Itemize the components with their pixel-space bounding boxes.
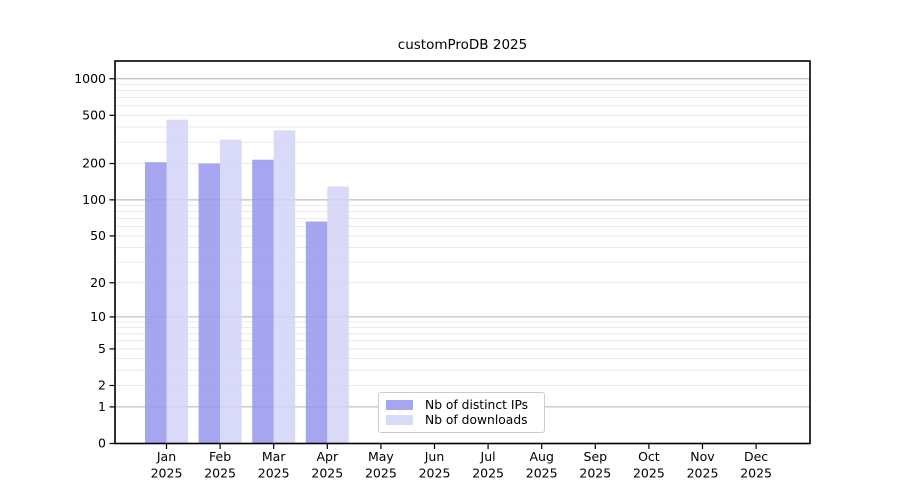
x-tick-label-jul: Jul 2025 — [472, 449, 504, 481]
y-tick-label-200: 200 — [82, 156, 106, 171]
plot-frame — [114, 60, 811, 445]
legend-row-distinct-ips: Nb of distinct IPs — [386, 398, 536, 412]
x-tick-label-feb: Feb 2025 — [204, 449, 236, 481]
y-axis: 0 1 2 5 10 20 50 100 200 500 1000 — [74, 71, 115, 451]
x-tick-label-dec: Dec 2025 — [740, 449, 772, 481]
x-tick-label-jun: Jun 2025 — [419, 449, 451, 481]
x-tick-label-mar: Mar 2025 — [258, 449, 290, 481]
bar-ips-feb — [198, 163, 221, 444]
bar-ips-jan — [145, 162, 167, 444]
y-tick-label-0: 0 — [98, 436, 106, 451]
bar-downloads-apr — [327, 186, 349, 444]
bar-downloads-mar — [273, 130, 296, 444]
y-tick-label-20: 20 — [90, 275, 106, 290]
bar-ips-mar — [252, 159, 274, 444]
x-tick-label-sep: Sep 2025 — [579, 449, 611, 481]
x-tick-label-may: May 2025 — [365, 449, 397, 481]
legend-row-downloads: Nb of downloads — [386, 413, 536, 427]
x-tick-label-apr: Apr 2025 — [311, 449, 343, 481]
legend-label-downloads: Nb of downloads — [425, 413, 528, 427]
y-tick-label-5: 5 — [98, 341, 106, 356]
x-tick-label-jan: Jan 2025 — [151, 449, 183, 481]
y-tick-label-500: 500 — [82, 107, 106, 122]
bars — [145, 119, 349, 444]
y-tick-label-50: 50 — [90, 228, 106, 243]
y-tick-label-2: 2 — [98, 378, 106, 393]
y-tick-label-10: 10 — [90, 309, 106, 324]
y-tick-label-1000: 1000 — [74, 71, 106, 86]
bar-ips-apr — [305, 221, 328, 444]
y-tick-label-1: 1 — [98, 399, 106, 414]
legend-swatch-downloads — [386, 415, 413, 425]
y-tick-label-100: 100 — [82, 192, 106, 207]
x-axis: Jan 2025 Feb 2025 Mar 2025 Apr 2025 May 2025 Jun 20… — [151, 443, 772, 481]
legend-swatch-distinct-ips — [386, 400, 413, 410]
chart-title: customProDB 2025 — [397, 37, 528, 53]
x-tick-label-nov: Nov 2025 — [687, 449, 719, 481]
x-tick-label-oct: Oct 2025 — [633, 449, 665, 481]
x-tick-label-aug: Aug 2025 — [526, 449, 558, 481]
legend: Nb of distinct IPs Nb of downloads — [378, 392, 545, 433]
legend-label-distinct-ips: Nb of distinct IPs — [425, 398, 529, 412]
bar-downloads-jan — [166, 119, 188, 444]
bar-downloads-feb — [220, 139, 242, 444]
